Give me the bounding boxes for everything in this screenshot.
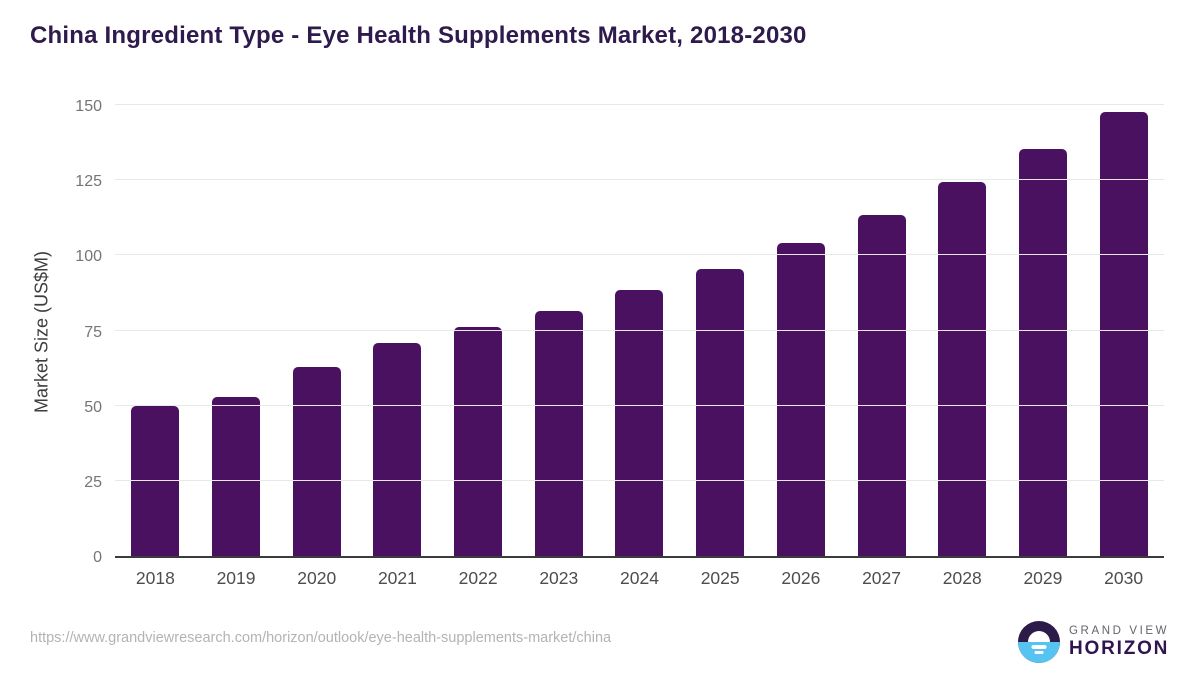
x-tick-label-2019: 2019 [216, 568, 256, 588]
bar-slot-2019 [196, 107, 277, 556]
gridline-100 [115, 254, 1164, 256]
bar-2018 [131, 406, 180, 556]
y-tick-label-25: 25 [84, 473, 102, 491]
x-axis-labels: 2018 2019 2020 2021 2022 2023 2024 2025 2026 2027… [115, 568, 1164, 589]
bar-slot-2025 [680, 107, 761, 556]
bar-slot-2026 [761, 107, 842, 556]
x-tick-label-2021: 2021 [377, 568, 417, 588]
gridline-150 [115, 104, 1164, 105]
x-tick-label-2024: 2024 [620, 568, 659, 588]
bar-slot-2022 [438, 107, 519, 556]
y-tick-label-100: 100 [75, 248, 102, 266]
x-tick-label-2023: 2023 [539, 568, 579, 588]
bar-slot-2028 [922, 107, 1003, 556]
horizon-reflection-bar [1034, 650, 1044, 654]
bar-slot-2021 [357, 107, 438, 556]
x-tick-label-2028: 2028 [942, 568, 982, 588]
bar-2030 [1099, 111, 1148, 556]
bar-2028 [938, 181, 987, 556]
bars-row [115, 107, 1164, 556]
x-tick-label-2025: 2025 [700, 568, 740, 588]
bar-slot-2027 [841, 107, 922, 556]
bar-slot-2030 [1083, 107, 1164, 556]
y-tick-label-125: 125 [75, 173, 102, 191]
logo-text: GRAND VIEW HORIZON [1069, 625, 1169, 660]
x-tick-label-2030: 2030 [1104, 568, 1144, 588]
bar-slot-2029 [1003, 107, 1084, 556]
plot-area [115, 104, 1164, 558]
horizon-sun-shape [1028, 631, 1050, 642]
bar-2024 [615, 289, 664, 556]
bar-2019 [212, 397, 261, 556]
bar-2027 [857, 214, 906, 556]
bar-2029 [1018, 148, 1067, 556]
y-tick-label-50: 50 [84, 398, 102, 416]
bar-2026 [776, 243, 825, 556]
bar-slot-2020 [276, 107, 357, 556]
horizon-reflection-bar [1031, 645, 1047, 649]
horizon-sun-icon [1018, 621, 1060, 663]
bar-2025 [696, 268, 745, 556]
bar-slot-2023 [518, 107, 599, 556]
grand-view-horizon-logo: GRAND VIEW HORIZON [1018, 621, 1169, 663]
y-tick-label-150: 150 [75, 98, 102, 115]
x-tick-label-2020: 2020 [297, 568, 337, 588]
y-tick-label-75: 75 [84, 323, 102, 341]
bar-2020 [292, 367, 341, 556]
logo-brand-name: GRAND VIEW [1069, 624, 1170, 637]
x-tick-label-2027: 2027 [862, 568, 901, 588]
x-tick-label-2026: 2026 [781, 568, 821, 588]
bar-slot-2018 [115, 107, 196, 556]
source-url: https://www.grandviewresearch.com/horizo… [30, 630, 612, 646]
x-tick-label-2022: 2022 [458, 568, 498, 588]
bar-2023 [534, 310, 583, 556]
gridline-125 [115, 179, 1164, 181]
gridline-75 [115, 329, 1164, 331]
y-tick-label-0: 0 [93, 549, 102, 566]
bar-slot-2024 [599, 107, 680, 556]
x-tick-label-2029: 2029 [1023, 568, 1063, 588]
bar-2022 [454, 327, 503, 556]
gridline-25 [115, 479, 1164, 481]
chart-title: China Ingredient Type - Eye Health Suppl… [30, 22, 807, 49]
gridline-50 [115, 404, 1164, 406]
logo-product-name: HORIZON [1069, 637, 1170, 659]
bar-2021 [373, 343, 422, 556]
x-tick-label-2018: 2018 [135, 568, 175, 588]
